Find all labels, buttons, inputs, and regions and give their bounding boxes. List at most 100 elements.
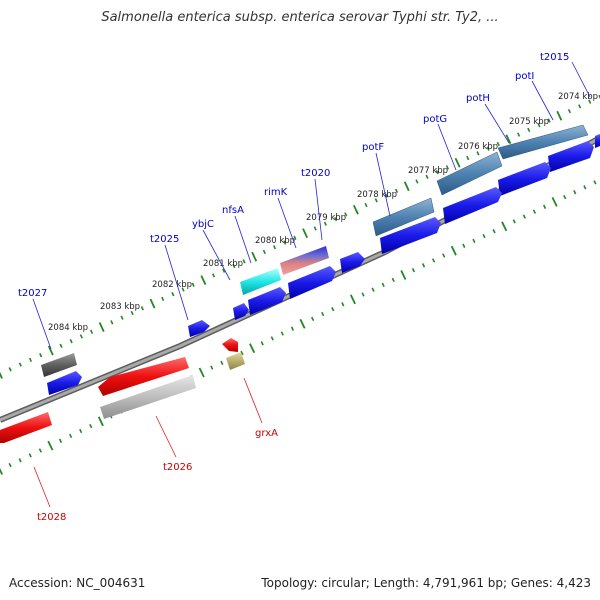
gene-label-rimK[interactable]: rimK — [264, 187, 288, 198]
gene-label-potI[interactable]: potI — [515, 71, 534, 82]
gene-t2015[interactable] — [595, 134, 600, 148]
minor-tick — [39, 353, 43, 358]
kbp-label: 2083 kbp — [100, 302, 140, 312]
minor-tick — [567, 108, 572, 114]
gene-potI-cds[interactable] — [548, 141, 594, 172]
minor-tick — [527, 127, 531, 133]
minor-tick — [331, 307, 335, 312]
gene-t2027[interactable] — [47, 371, 82, 395]
major-tick — [454, 157, 461, 168]
gene-label-ybjC[interactable]: ybjC — [192, 219, 214, 230]
gene-potH-cds[interactable] — [498, 162, 551, 196]
topology-info: Topology: circular; Length: 4,791,961 bp… — [261, 576, 591, 590]
gene-potG-cds[interactable] — [443, 187, 502, 224]
gene-label-nfsA[interactable]: nfsA — [222, 205, 244, 216]
minor-tick — [120, 315, 124, 320]
gene-label-t2015[interactable]: t2015 — [540, 52, 569, 63]
minor-tick — [323, 221, 327, 226]
minor-tick — [270, 336, 274, 341]
minor-tick — [435, 169, 439, 175]
gene-grxA-rna[interactable] — [226, 352, 245, 370]
gene-label-potF[interactable]: potF — [362, 142, 384, 153]
forward-strand-genes — [41, 124, 600, 395]
gene-label-t2027[interactable]: t2027 — [18, 288, 47, 299]
minor-tick — [210, 365, 214, 370]
minor-tick — [542, 204, 547, 209]
outer-tick-scale — [0, 94, 600, 379]
minor-tick — [28, 453, 32, 458]
gene-potF[interactable] — [372, 197, 435, 237]
kbp-label: 2079 kbp — [306, 213, 346, 223]
minor-tick — [593, 180, 597, 185]
gene-rimK-cds[interactable] — [288, 266, 336, 299]
minor-tick — [272, 245, 277, 250]
label-leader-lines-reverse — [33, 377, 263, 508]
gene-rimK[interactable] — [280, 246, 329, 275]
gene-nfsA-cds[interactable] — [248, 287, 286, 315]
gene-t2026[interactable] — [98, 357, 189, 396]
gene-label-t2026[interactable]: t2026 — [163, 462, 192, 473]
major-tick — [400, 270, 407, 280]
gene-label-t2020[interactable]: t2020 — [301, 168, 330, 179]
minor-tick — [240, 350, 244, 356]
minor-tick — [374, 198, 378, 203]
gene-potF-cds[interactable] — [380, 217, 441, 254]
minor-tick — [486, 146, 490, 151]
minor-tick — [578, 104, 582, 109]
gene-potI[interactable] — [497, 124, 589, 160]
major-tick — [299, 318, 306, 329]
gene-grxA[interactable] — [222, 338, 238, 352]
major-tick — [505, 134, 512, 145]
minor-tick — [313, 226, 317, 231]
minor-tick — [384, 193, 388, 198]
major-tick — [450, 245, 457, 256]
minor-tick — [472, 238, 476, 244]
gene-t2020[interactable] — [340, 252, 365, 273]
minor-tick — [28, 357, 33, 363]
minor-tick — [476, 151, 480, 156]
gene-t2026-pseudo[interactable] — [100, 375, 196, 419]
gene-label-t2025[interactable]: t2025 — [150, 234, 179, 245]
kbp-label: 2084 kbp — [48, 323, 88, 333]
kbp-label: 2082 kbp — [152, 280, 192, 290]
minor-tick — [381, 282, 385, 287]
minor-tick — [321, 311, 325, 317]
minor-tick — [130, 310, 134, 316]
minor-tick — [8, 462, 12, 468]
major-tick — [47, 345, 54, 356]
gene-t2025[interactable] — [188, 320, 210, 337]
minor-tick — [181, 287, 185, 292]
minor-tick — [79, 428, 83, 434]
kbp-label: 2080 kbp — [255, 236, 295, 246]
minor-tick — [371, 287, 375, 292]
minor-tick — [425, 174, 429, 179]
minor-tick — [421, 263, 426, 268]
gene-label-t2028[interactable]: t2028 — [37, 512, 66, 523]
label-leader-lines — [32, 61, 591, 350]
gene-t2028[interactable] — [0, 412, 52, 443]
minor-tick — [344, 212, 348, 217]
minor-tick — [140, 306, 144, 311]
reverse-strand-genes — [0, 338, 245, 443]
minor-tick — [290, 326, 295, 331]
kbp-label: 2078 kbp — [357, 190, 397, 200]
minor-tick — [260, 341, 264, 346]
gene-nfsA[interactable] — [240, 268, 281, 295]
gene-label-potH[interactable]: potH — [466, 93, 490, 104]
minor-tick — [492, 229, 496, 234]
gene-label-grxA[interactable]: grxA — [255, 428, 278, 439]
minor-tick — [517, 132, 521, 137]
minor-tick — [79, 334, 83, 339]
minor-tick — [191, 282, 195, 287]
minor-tick — [68, 433, 73, 439]
kbp-label: 2077 kbp — [408, 166, 448, 176]
gene-ybjC[interactable] — [233, 303, 249, 320]
minor-tick — [364, 202, 368, 208]
gene-label-potG[interactable]: potG — [423, 114, 447, 125]
gene-t2027-pseudo[interactable] — [41, 353, 77, 377]
minor-tick — [431, 258, 436, 263]
gene-potH[interactable] — [436, 151, 503, 196]
major-tick — [249, 343, 256, 354]
major-tick — [0, 371, 3, 379]
